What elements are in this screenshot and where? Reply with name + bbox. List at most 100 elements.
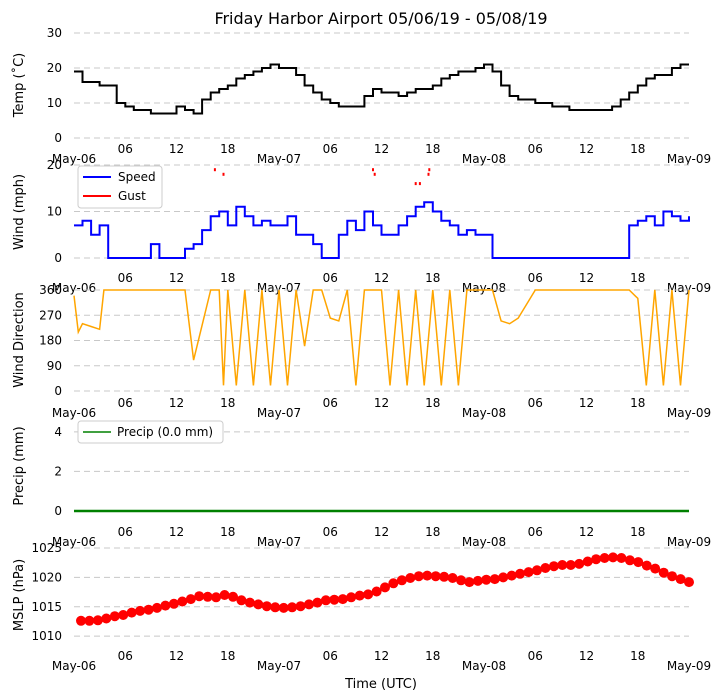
x-tick-label: May-08: [462, 535, 506, 549]
mslp-point: [202, 591, 213, 602]
mslp-point: [287, 602, 298, 613]
wind-speed-line: [74, 201, 690, 259]
x-tick-label: 06: [118, 271, 133, 285]
mslp-point: [168, 598, 179, 609]
panels: 0 10 20 30 Temp (˚C) May-06 06 12 18 May-07 06 12 18…: [11, 26, 711, 673]
y-tick-label: 30: [47, 26, 62, 40]
mslp-point: [624, 555, 635, 566]
mslp-point: [380, 582, 390, 593]
x-tick-label: 06: [118, 396, 133, 410]
temperature-line: [74, 63, 689, 115]
mslp-point: [177, 596, 188, 607]
mslp-point: [540, 563, 551, 573]
x-tick-label: 18: [425, 525, 440, 539]
x-tick-label: 18: [425, 649, 440, 663]
mslp-point: [329, 594, 340, 605]
x-tick-label: 18: [425, 142, 440, 156]
x-tick-label: 18: [220, 396, 235, 410]
y-axis-label: Wind (mph): [12, 174, 27, 250]
precip-legend: Precip (0.0 mm): [77, 420, 224, 444]
mslp-point: [135, 605, 146, 616]
mslp-point: [92, 615, 103, 626]
mslp-point: [506, 570, 517, 581]
y-tick-label: 0: [54, 251, 62, 265]
mslp-point: [363, 589, 374, 600]
x-tick-label: 06: [528, 142, 543, 156]
x-tick-label: May-07: [257, 659, 301, 673]
x-tick-label: May-06: [52, 152, 96, 166]
x-tick-label: May-07: [257, 406, 301, 420]
x-tick-label: 06: [528, 396, 543, 410]
mslp-point: [405, 573, 416, 583]
legend-speed-label: Speed: [118, 170, 156, 184]
mslp-point: [236, 595, 247, 606]
x-tick-label: 18: [425, 396, 440, 410]
x-tick-label: 12: [579, 649, 594, 663]
mslp-point: [228, 591, 238, 602]
x-tick-label: May-09: [667, 152, 711, 166]
y-axis-label: MSLP (hPa): [12, 559, 27, 631]
mslp-point: [456, 575, 466, 586]
mslp-point: [582, 556, 593, 567]
y-tick-label: 360: [39, 283, 62, 297]
x-tick-label: 18: [220, 525, 235, 539]
mslp-point: [439, 571, 450, 582]
y-tick-label: 90: [47, 359, 62, 373]
mslp-point: [253, 599, 264, 610]
mslp-point: [413, 571, 424, 582]
y-tick-label: 10: [47, 205, 62, 219]
mslp-point: [160, 600, 171, 611]
mslp-point: [608, 552, 618, 563]
mslp-point: [675, 574, 686, 585]
mslp-point: [684, 577, 694, 588]
mslp-point: [244, 597, 255, 608]
panel-mslp: 1010 1015 1020 1025 MSLP (hPa) May-06 06 12 18 Ma…: [12, 541, 711, 673]
mslp-point: [591, 554, 602, 565]
x-tick-label: 06: [118, 525, 133, 539]
mslp-point: [464, 577, 475, 588]
x-tick-label: 12: [374, 396, 389, 410]
x-tick-label: 12: [169, 649, 184, 663]
mslp-point: [261, 601, 272, 612]
figure-title: Friday Harbor Airport 05/06/19 - 05/08/1…: [214, 9, 547, 28]
y-axis-label: Temp (˚C): [11, 53, 27, 119]
x-tick-label: May-07: [257, 281, 301, 295]
x-tick-label: 06: [323, 271, 338, 285]
mslp-point: [633, 557, 644, 568]
x-tick-label: 12: [579, 525, 594, 539]
mslp-point: [489, 574, 500, 585]
y-axis-label: Precip (mm): [12, 426, 27, 505]
y-tick-label: 20: [47, 158, 62, 172]
wind-direction-line: [73, 289, 690, 386]
y-tick-label: 1015: [31, 600, 62, 614]
mslp-point: [101, 613, 112, 624]
x-tick-label: May-06: [52, 535, 96, 549]
x-tick-label: 06: [118, 649, 133, 663]
x-tick-label: 06: [528, 525, 543, 539]
wind-gust-point: [427, 172, 430, 176]
mslp-point: [447, 573, 458, 583]
x-tick-label: 18: [220, 142, 235, 156]
mslp-point: [565, 560, 576, 570]
x-tick-label: May-09: [667, 659, 711, 673]
wind-gust-point: [414, 182, 417, 186]
x-tick-label: May-08: [462, 152, 506, 166]
wind-gust-point: [373, 172, 376, 176]
mslp-point: [523, 567, 534, 578]
legend-precip-label: Precip (0.0 mm): [117, 425, 213, 439]
mslp-point: [354, 590, 365, 601]
wind-gust-point: [418, 182, 421, 186]
legend-gust-label: Gust: [118, 189, 146, 203]
x-tick-label: 12: [374, 525, 389, 539]
x-tick-label: May-06: [52, 659, 96, 673]
x-tick-label: 18: [630, 271, 645, 285]
x-tick-label: 06: [118, 142, 133, 156]
legend-box: [77, 420, 224, 444]
x-tick-label: May-08: [462, 659, 506, 673]
x-tick-label: May-06: [52, 281, 96, 295]
x-tick-label: 06: [323, 525, 338, 539]
panel-wind_direction: 0 90 180 270 360 Wind Direction May-06 06 12 18 Ma…: [12, 283, 711, 420]
mslp-point: [118, 610, 129, 620]
x-tick-label: 12: [169, 396, 184, 410]
